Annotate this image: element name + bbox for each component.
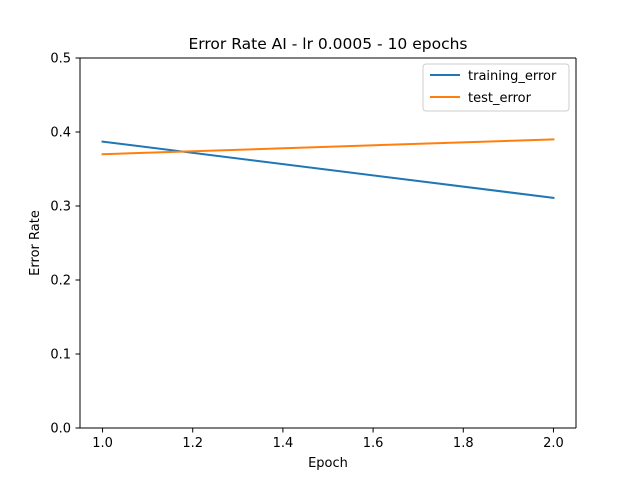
y-tick-label: 0.4 (50, 126, 71, 141)
y-tick-label: 0.1 (50, 348, 71, 363)
chart-title: Error Rate AI - lr 0.0005 - 10 epochs (188, 35, 467, 53)
x-tick-label: 1.2 (182, 436, 203, 451)
plot-area (80, 58, 576, 428)
y-axis-ticks: 0.0 0.1 0.2 0.3 0.4 0.5 (50, 52, 80, 437)
x-axis-label: Epoch (308, 456, 348, 471)
legend: training_error test_error (422, 63, 570, 112)
series-line-test-error (101, 138, 555, 156)
x-tick-label: 1.8 (453, 436, 474, 451)
y-tick-label: 0.5 (50, 52, 71, 67)
y-tick-label: 0.2 (50, 274, 71, 289)
axes-frame (79, 57, 577, 429)
legend-label-test-error: test_error (468, 91, 532, 106)
plot-background (80, 58, 576, 428)
y-axis-label: Error Rate (28, 210, 43, 276)
x-tick-label: 2.0 (543, 436, 564, 451)
y-tick-label: 0.0 (50, 422, 71, 437)
x-tick-label: 1.6 (363, 436, 384, 451)
x-tick-label: 1.4 (273, 436, 294, 451)
x-axis-ticks: 1.0 1.2 1.4 1.6 1.8 2.0 (92, 428, 564, 451)
x-tick-label: 1.0 (92, 436, 113, 451)
series-layer (101, 138, 555, 199)
legend-label-training-error: training_error (468, 69, 557, 84)
y-tick-label: 0.3 (50, 200, 71, 215)
